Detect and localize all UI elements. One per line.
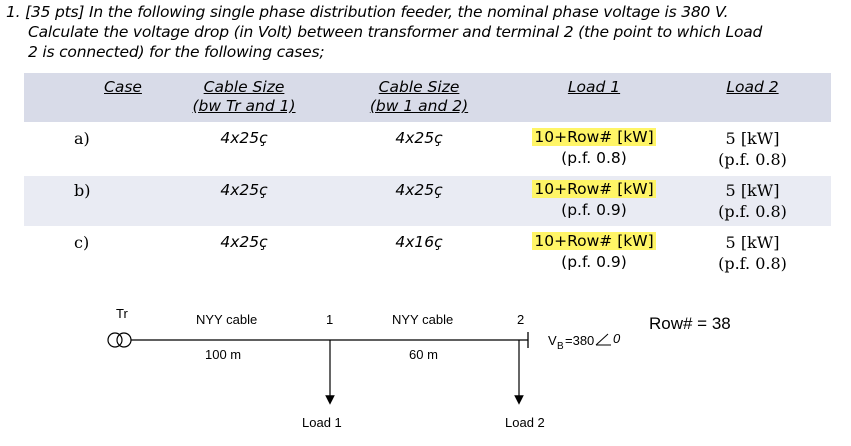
load-1-cell: 10+Row# [kW] (p.f. 0.9) <box>514 227 674 279</box>
cable-size-1: 4x25ç <box>220 129 268 147</box>
load-1-cell: 10+Row# [kW] (p.f. 0.8) <box>514 123 674 175</box>
header-cable-size-1: Cable Size (bw Tr and 1) <box>192 78 296 115</box>
cable-size-2: 4x16ç <box>395 233 443 251</box>
table-row: a) 4x25ç 4x25ç 10+Row# [kW] (p.f. 0.8) 5 … <box>24 123 831 175</box>
vb-label: V B =380 0 <box>548 331 621 352</box>
segment-1-length: 100 m <box>205 347 241 362</box>
load-2-power: 5 [kW] <box>725 233 780 252</box>
load-2-power: 5 [kW] <box>725 129 780 148</box>
load-2-cell: 5 [kW] (p.f. 0.8) <box>674 175 831 227</box>
node-1-label: 1 <box>326 312 333 327</box>
load-1-power: 10+Row# [kW] <box>532 232 656 250</box>
case-label: b) <box>74 181 91 200</box>
load-2-cell: 5 [kW] (p.f. 0.8) <box>674 227 831 279</box>
node-2-label: 2 <box>517 312 524 327</box>
segment-2-length: 60 m <box>409 347 438 362</box>
header-load-1: Load 1 <box>567 78 621 96</box>
load-1-label: Load 1 <box>302 415 342 430</box>
load-2-label: Load 2 <box>505 415 545 430</box>
svg-text:B: B <box>557 341 564 352</box>
load-2-cell: 5 [kW] (p.f. 0.8) <box>674 123 831 175</box>
load-2-power: 5 [kW] <box>725 181 780 200</box>
load-1-pf: (p.f. 0.8) <box>561 149 627 167</box>
cases-table: Case Cable Size (bw Tr and 1) Cable Size(… <box>24 73 831 279</box>
segment-2-cable: NYY cable <box>392 312 453 327</box>
row-number-value: Row# = 38 <box>649 314 731 333</box>
transformer-icon <box>107 332 132 348</box>
cable-size-1: 4x25ç <box>220 181 268 199</box>
header-cable-size-2: Cable Size (bw 1 and 2) <box>369 78 469 115</box>
load-2-pf: (p.f. 0.8) <box>718 254 787 273</box>
load-1-cell: 10+Row# [kW] (p.f. 0.9) <box>514 175 674 227</box>
cable-size-2: 4x25ç <box>395 181 443 199</box>
case-label: c) <box>74 233 90 252</box>
angle-icon <box>595 333 611 346</box>
load-1-power: 10+Row# [kW] <box>532 128 656 146</box>
load-2-pf: (p.f. 0.8) <box>718 150 787 169</box>
load-1-pf: (p.f. 0.9) <box>561 201 627 219</box>
cable-size-2: 4x25ç <box>395 129 443 147</box>
svg-text:0: 0 <box>613 331 621 346</box>
load-1-pf: (p.f. 0.9) <box>561 253 627 271</box>
case-label: a) <box>74 129 90 148</box>
problem-line-3: 2 is connected) for the following cases; <box>28 43 325 61</box>
table-row: c) 4x25ç 4x16ç 10+Row# [kW] (p.f. 0.9) 5 … <box>24 227 831 279</box>
header-load-2: Load 2 <box>726 78 779 96</box>
cable-size-1: 4x25ç <box>220 233 268 251</box>
segment-1-cable: NYY cable <box>196 312 257 327</box>
problem-line-1: 1. [35 pts] In the following single phas… <box>6 3 729 21</box>
svg-text:=380: =380 <box>565 333 594 348</box>
header-case: Case <box>104 78 142 96</box>
load-2-pf: (p.f. 0.8) <box>718 202 787 221</box>
feeder-diagram: Tr NYY cable 100 m 1 NYY cable 60 m 2 Lo… <box>107 306 621 430</box>
table-header-row: Case Cable Size (bw Tr and 1) Cable Size(… <box>24 73 831 123</box>
load-1-power: 10+Row# [kW] <box>532 180 656 198</box>
problem-line-2: Calculate the voltage drop (in Volt) bet… <box>28 23 763 41</box>
svg-text:V: V <box>548 333 557 348</box>
transformer-label: Tr <box>116 306 128 321</box>
table-row: b) 4x25ç 4x25ç 10+Row# [kW] (p.f. 0.9) 5 … <box>24 175 831 227</box>
problem-statement: 1. [35 pts] In the following single phas… <box>6 2 846 62</box>
